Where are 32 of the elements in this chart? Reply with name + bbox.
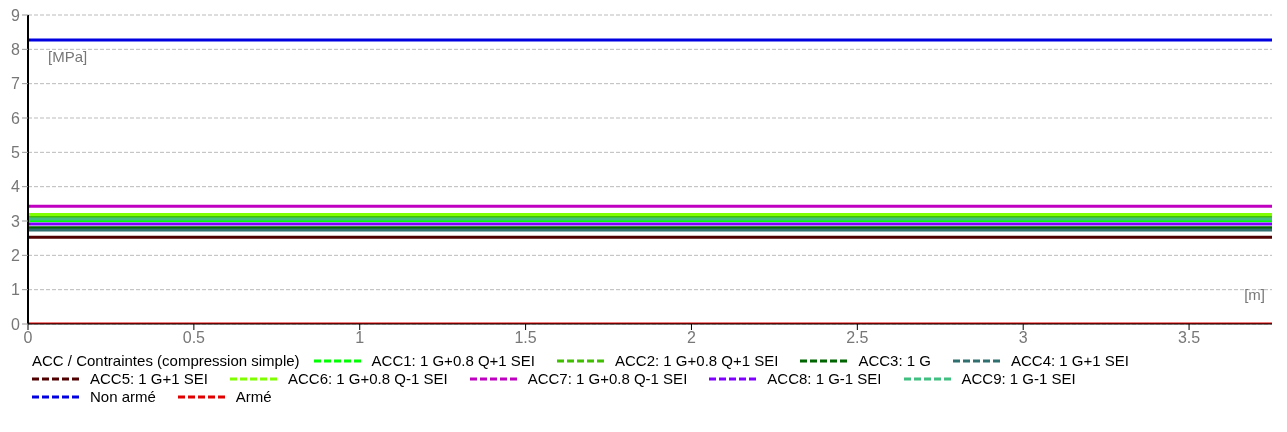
x-tick-label: 3.5	[1177, 329, 1201, 347]
x-tick-label: 0	[23, 329, 33, 347]
y-tick-label: 9	[11, 6, 21, 24]
y-tick-label: 6	[11, 109, 21, 127]
legend-label: ACC2: 1 G+0.8 Q+1 SEI	[615, 352, 779, 369]
legend-label: ACC8: 1 G-1 SEI	[767, 370, 882, 387]
x-tick-label: 3	[1018, 329, 1028, 347]
x-tick-label: 1	[355, 329, 365, 347]
legend-label: ACC7: 1 G+0.8 Q-1 SEI	[527, 370, 688, 387]
legend-label: Non armé	[90, 388, 156, 405]
y-tick-label: 2	[11, 247, 21, 265]
y-tick-label: 4	[11, 178, 21, 196]
legend-label: ACC4: 1 G+1 SEI	[1010, 352, 1129, 369]
y-tick-label: 5	[11, 144, 21, 162]
legend-label: ACC1: 1 G+0.8 Q+1 SEI	[371, 352, 536, 369]
y-tick-label: 8	[11, 41, 21, 59]
legend-label: ACC6: 1 G+0.8 Q-1 SEI	[287, 370, 448, 387]
x-axis-title: [m]	[1244, 286, 1265, 303]
y-tick-label: 7	[11, 75, 21, 93]
x-tick-label: 2.5	[846, 329, 869, 347]
y-tick-label: 1	[11, 281, 21, 299]
y-axis-title: [MPa]	[48, 48, 88, 65]
y-tick-label: 3	[11, 212, 21, 230]
x-tick-label: 0.5	[182, 329, 206, 347]
legend-label: ACC3: 1 G	[858, 352, 931, 369]
legend-title: ACC / Contraintes (compression simple)	[32, 352, 300, 369]
legend-label: ACC5: 1 G+1 SEI	[90, 370, 208, 387]
x-tick-label: 2	[687, 329, 697, 347]
x-tick-label: 1.5	[514, 329, 537, 347]
legend-label: ACC9: 1 G-1 SEI	[961, 370, 1076, 387]
legend-label: Armé	[235, 388, 272, 405]
y-tick-label: 0	[11, 315, 21, 333]
